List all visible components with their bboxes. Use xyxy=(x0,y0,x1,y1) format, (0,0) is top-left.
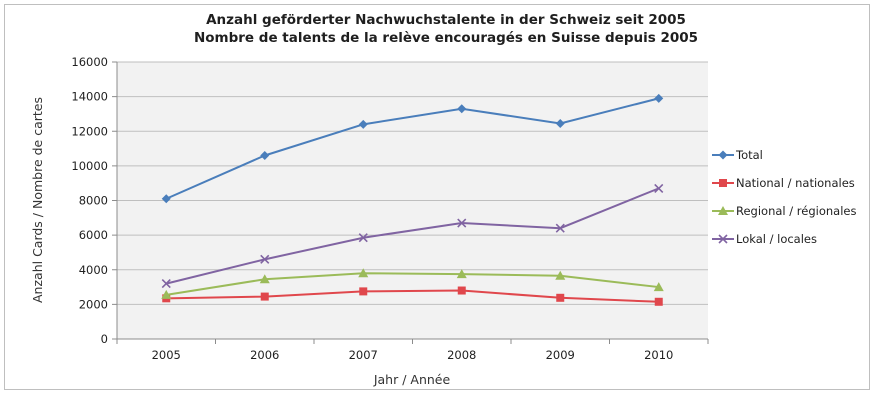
legend-label-national: National / nationales xyxy=(736,176,855,190)
y-tick-label: 2000 xyxy=(79,297,108,311)
x-axis-title: Jahr / Année xyxy=(373,372,451,387)
marker-stroke xyxy=(457,218,467,228)
data-point-lokal xyxy=(457,218,467,228)
data-point-total xyxy=(555,118,565,128)
data-point-national xyxy=(654,297,663,306)
y-tick-label: 4000 xyxy=(79,263,108,277)
data-point-lokal xyxy=(358,233,368,243)
series-line-lokal xyxy=(166,187,660,285)
y-tick-label: 8000 xyxy=(79,194,108,208)
legend-marker-lokal xyxy=(718,234,728,244)
y-axis-title: Anzahl Cards / Nombre de cartes xyxy=(30,97,45,303)
data-point-regional xyxy=(653,282,664,292)
data-point-total xyxy=(260,150,270,160)
marker-stroke xyxy=(718,234,728,244)
data-point-regional xyxy=(456,269,467,279)
data-point-total xyxy=(358,119,368,129)
x-axis-ticks: 2005 2006 2007 2008 2009 2010 xyxy=(116,339,709,362)
x-tick-label: 2008 xyxy=(447,348,476,362)
data-point-lokal xyxy=(654,183,664,193)
legend-label-total: Total xyxy=(735,148,763,162)
legend: Total National / nationales Regional / rég… xyxy=(712,148,856,246)
x-tick-label: 2007 xyxy=(349,348,378,362)
y-tick-label: 10000 xyxy=(71,159,108,173)
x-tick-label: 2006 xyxy=(250,348,279,362)
data-point-regional xyxy=(259,274,270,284)
series-group xyxy=(161,93,664,306)
x-tick-label: 2005 xyxy=(152,348,181,362)
data-point-regional xyxy=(555,270,566,280)
marker-stroke xyxy=(555,223,565,233)
series-line-national xyxy=(166,289,659,303)
legend-marker-national xyxy=(719,179,727,187)
data-point-lokal xyxy=(260,254,270,264)
marker-stroke xyxy=(161,279,171,289)
legend-marker-regional xyxy=(718,206,728,215)
series-line-total xyxy=(165,97,659,200)
y-axis-ticks: 0 2000 4000 6000 8000 10000 12000 14000 16000 xyxy=(71,55,118,346)
data-point-total xyxy=(457,104,467,114)
data-point-national xyxy=(359,287,368,296)
data-point-total xyxy=(654,93,664,103)
y-tick-label: 14000 xyxy=(71,90,108,104)
x-tick-label: 2009 xyxy=(546,348,575,362)
y-tick-label: 16000 xyxy=(71,55,108,69)
marker-stroke xyxy=(358,233,368,243)
data-point-total xyxy=(161,194,171,204)
y-tick-label: 0 xyxy=(101,332,108,346)
y-tick-label: 6000 xyxy=(79,228,108,242)
data-point-regional xyxy=(358,268,369,278)
series-line-regional xyxy=(166,272,659,296)
data-point-regional xyxy=(161,289,172,299)
gridlines xyxy=(117,61,708,340)
data-point-national xyxy=(260,292,269,301)
marker-stroke xyxy=(654,183,664,193)
y-tick-label: 12000 xyxy=(71,124,108,138)
data-point-national xyxy=(457,286,466,295)
marker-stroke xyxy=(260,254,270,264)
legend-label-regional: Regional / régionales xyxy=(736,204,856,218)
data-point-lokal xyxy=(161,279,171,289)
legend-marker-total xyxy=(718,150,728,160)
chart-title-line1: Anzahl geförderter Nachwuchstalente in d… xyxy=(206,12,686,28)
data-point-national xyxy=(556,293,565,302)
x-tick-label: 2010 xyxy=(644,348,673,362)
data-point-lokal xyxy=(555,223,565,233)
legend-label-lokal: Lokal / locales xyxy=(736,232,817,246)
chart-title-line2: Nombre de talents de la relève encouragé… xyxy=(194,30,698,46)
